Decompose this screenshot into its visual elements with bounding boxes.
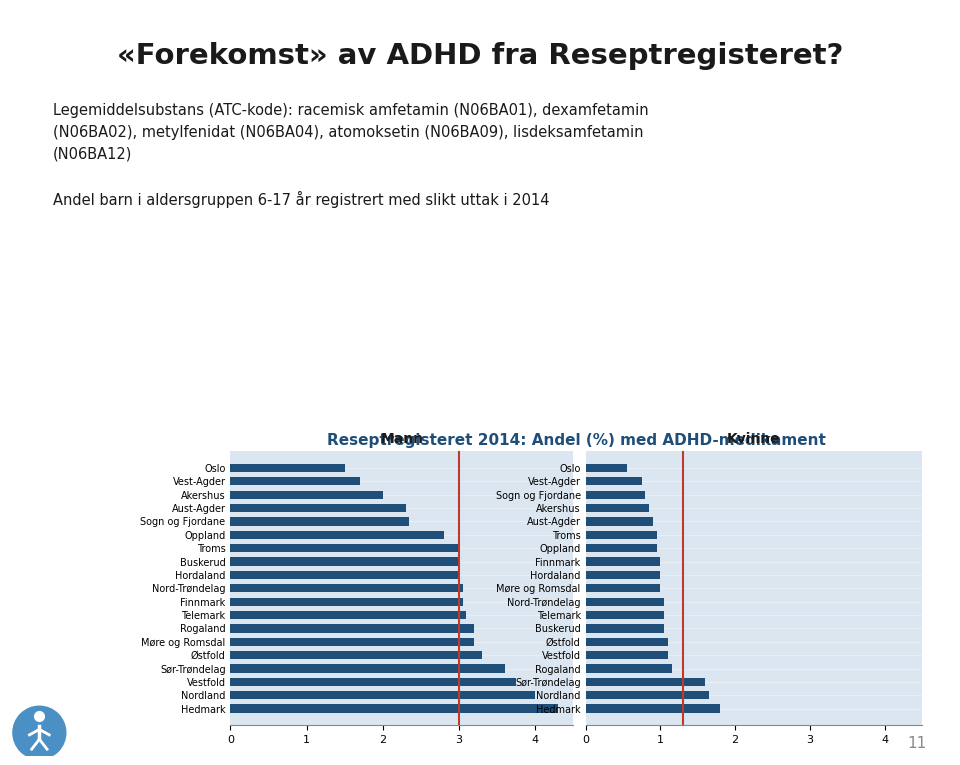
Bar [230,517,409,526]
Bar [586,544,657,552]
Text: Mann: Mann [380,432,423,447]
Bar [586,464,627,472]
Bar [586,651,668,659]
Text: Reseptregisteret 2014: Andel (%) med ADHD-medikament: Reseptregisteret 2014: Andel (%) med ADH… [326,433,826,448]
Bar [230,637,474,646]
Bar [230,624,474,633]
Bar [586,691,708,699]
Bar [586,584,660,592]
Bar [586,678,706,686]
Bar [230,705,558,713]
Bar [586,705,720,713]
Text: 11: 11 [907,736,926,751]
Bar [230,477,360,486]
Circle shape [12,706,66,759]
Bar [230,464,345,472]
Bar [586,558,660,565]
Bar [586,477,641,486]
Bar [230,678,516,686]
Bar [586,504,649,513]
Bar [230,571,459,579]
Bar [230,504,405,513]
Bar [230,691,535,699]
Text: Kvinne: Kvinne [727,432,780,447]
Text: Legemiddelsubstans (ATC-kode): racemisk amfetamin (N06BA01), dexamfetamin
(N06BA: Legemiddelsubstans (ATC-kode): racemisk … [53,103,648,208]
Bar [230,531,444,539]
Bar [586,624,664,633]
Bar [230,558,459,565]
Bar [586,664,672,672]
Bar [230,597,463,606]
Bar [230,490,383,499]
Bar [230,611,467,619]
Bar [586,637,668,646]
Bar [586,531,657,539]
Bar [230,664,505,672]
Bar [230,651,482,659]
Bar [230,584,463,592]
Bar [586,597,664,606]
Bar [586,490,645,499]
Text: «Forekomst» av ADHD fra Reseptregisteret?: «Forekomst» av ADHD fra Reseptregisteret… [117,42,843,70]
Bar [586,571,660,579]
Bar [586,517,653,526]
Bar [586,611,664,619]
Bar [230,544,459,552]
